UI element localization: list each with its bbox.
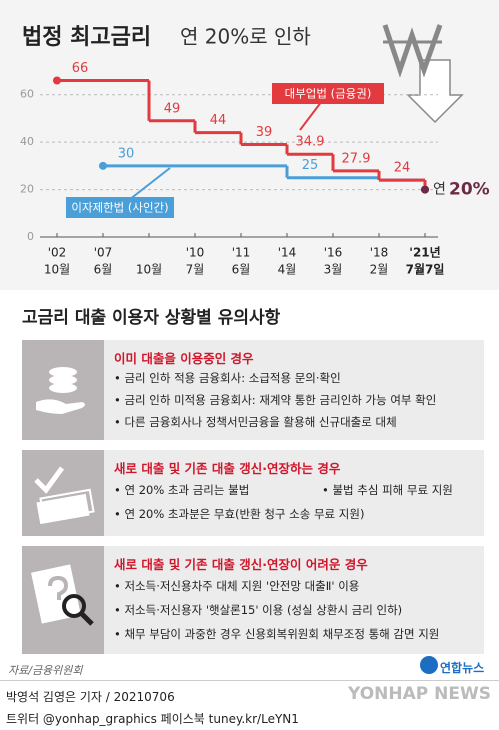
card-bullet: 저소득·저신용차주 대체 지원 '안전망 대출Ⅱ' 이용 [114,578,359,594]
logo: 연합뉴스 [440,661,485,675]
y-tick-label: 20 [20,183,34,196]
credit: 박영석 김영은 기자 / 20210706 [6,690,175,704]
x-tick-label: 6월 [94,263,113,277]
value-label: 20% [449,180,490,200]
x-tick-label: '02 [48,246,67,260]
x-tick-label: 2월 [370,263,389,277]
card-icon [22,450,104,536]
x-tick-label: 6월 [232,263,251,277]
y-tick-label: 0 [27,230,34,243]
value-label: 39 [256,125,273,140]
x-tick-label: '11 [232,246,251,260]
end-annotation: 연 [433,182,446,198]
value-label: 49 [164,101,181,116]
card-heading: 새로 대출 및 기존 대출 갱신·연장이 어려운 경우 [114,557,368,572]
card-bullet: 저소득·저신용자 '햇살론15' 이용 (성실 상환시 금리 인하) [114,602,402,618]
source: 자료/금융위원회 [8,664,83,677]
x-tick-label: '18 [370,246,389,260]
notice-card: 새로 대출 및 기존 대출 갱신·연장이 어려운 경우 저소득·저신용차주 대체… [22,546,484,654]
watermark: YONHAP NEWS [348,684,491,704]
x-tick-label: 10월 [136,263,162,277]
point [99,161,107,170]
notice-card: 이미 대출을 이용중인 경우 금리 인하 적용 금융회사: 소급적용 문의·확인… [22,340,484,440]
x-tick-label: '16 [324,246,343,260]
chart-title: 법정 최고금리 [22,25,151,50]
x-tick-label: 4월 [278,263,297,277]
card-bullet: 금리 인하 미적용 금융회사: 재계약 통한 금리인하 가능 여부 확인 [114,392,436,408]
value-label: 25 [302,158,319,173]
x-tick-label: 7월7일 [406,262,445,277]
legend-box [66,197,174,218]
legend-label: 대부업법 (금융권) [285,87,372,101]
chart: 법정 최고금리 연 20%로 인하 0 20 40 60 '02 10월 '07 6월 10월 '… [0,0,499,290]
money-icon [34,466,95,525]
card-heading: 새로 대출 및 기존 대출 갱신·연장하는 경우 [114,461,341,476]
x-tick-label: '10 [186,246,205,260]
legend-box [272,83,384,104]
coins-icon [36,367,85,414]
card-bullet: 불법 추심 피해 무료 지원 [322,482,452,498]
question-icon [31,564,94,626]
value-label: 30 [118,146,135,161]
card-heading: 이미 대출을 이용중인 경우 [114,351,254,366]
card-bullet: 금리 인하 적용 금융회사: 소급적용 문의·확인 [114,370,340,386]
won-shape [382,24,443,78]
y-tick-label: 60 [20,88,34,101]
card-icon [22,546,104,654]
notice-title: 고금리 대출 이용자 상황별 유의사항 [22,308,281,328]
x-tick-label: '07 [94,246,113,260]
value-label: 34.9 [296,135,325,150]
x-tick-label: '14 [278,246,297,260]
separator [0,680,499,681]
value-label: 27.9 [342,151,371,166]
credit: 트위터 @yonhap_graphics 페이스북 tuney.kr/LeYN1 [6,712,299,726]
value-label: 66 [72,61,89,76]
x-tick-label: 7월 [186,263,205,277]
card-bullet: 다른 금융회사나 정책서민금융을 활용해 신규대출로 대체 [114,414,396,430]
x-tick-label: '21년 [409,246,440,260]
point [421,185,429,194]
x-tick-label: 3월 [324,263,343,277]
y-tick-label: 40 [20,135,34,148]
value-label: 24 [394,161,411,176]
card-bullet: 채무 부담이 과중한 경우 신용회복위원회 채무조정 통해 감면 지원 [114,626,439,642]
card-icon [22,340,104,440]
chart-subtitle: 연 20%로 인하 [180,25,311,49]
value-label: 44 [210,113,227,128]
legend-label: 이자제한법 (사인간) [71,201,168,215]
x-tick-label: 10월 [44,263,70,277]
point [53,76,61,85]
card-bullet: 연 20% 초과 금리는 불법 [114,482,249,498]
card-bullet: 연 20% 초과분은 무효(반환 청구 소송 무료 지원) [114,506,364,522]
notice-card: 새로 대출 및 기존 대출 갱신·연장하는 경우 연 20% 초과 금리는 불법… [22,450,484,536]
logo-icon [420,656,438,674]
